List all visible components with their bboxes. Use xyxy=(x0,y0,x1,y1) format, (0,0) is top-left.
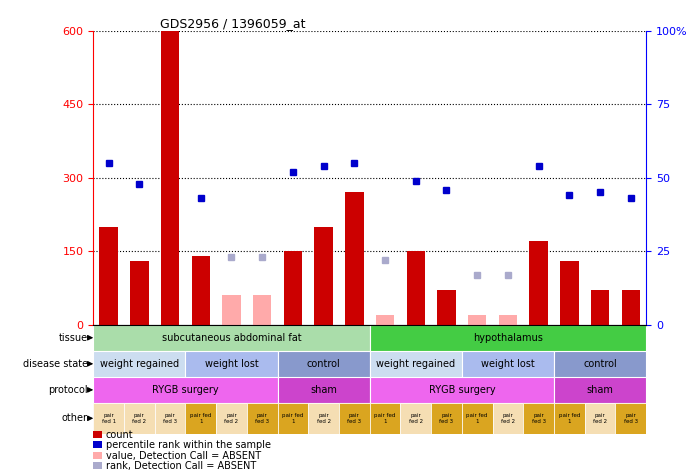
Bar xyxy=(370,403,400,434)
Text: pair
fed 1: pair fed 1 xyxy=(102,413,115,423)
Text: control: control xyxy=(307,359,341,369)
Text: RYGB surgery: RYGB surgery xyxy=(152,385,219,395)
Bar xyxy=(345,192,363,325)
Text: pair fed
1: pair fed 1 xyxy=(282,413,303,423)
Bar xyxy=(278,351,370,377)
Text: value, Detection Call = ABSENT: value, Detection Call = ABSENT xyxy=(106,450,261,461)
Bar xyxy=(591,291,609,325)
Bar xyxy=(554,377,646,403)
Bar xyxy=(462,351,554,377)
Bar xyxy=(376,315,395,325)
Text: subcutaneous abdominal fat: subcutaneous abdominal fat xyxy=(162,333,301,343)
Text: pair
fed 3: pair fed 3 xyxy=(624,413,638,423)
Text: pair fed
1: pair fed 1 xyxy=(558,413,580,423)
Text: protocol: protocol xyxy=(48,385,88,395)
Text: pair
fed 3: pair fed 3 xyxy=(531,413,546,423)
Bar xyxy=(523,403,554,434)
Bar xyxy=(278,403,308,434)
Text: percentile rank within the sample: percentile rank within the sample xyxy=(106,440,271,450)
Text: pair
fed 2: pair fed 2 xyxy=(408,413,423,423)
Bar xyxy=(499,315,517,325)
Text: RYGB surgery: RYGB surgery xyxy=(428,385,495,395)
Bar xyxy=(406,251,425,325)
Bar xyxy=(253,295,272,325)
Text: hypothalamus: hypothalamus xyxy=(473,333,543,343)
Text: pair
fed 2: pair fed 2 xyxy=(132,413,146,423)
Bar xyxy=(216,403,247,434)
Bar xyxy=(314,227,333,325)
Text: weight regained: weight regained xyxy=(100,359,179,369)
Bar xyxy=(161,31,179,325)
Text: pair
fed 3: pair fed 3 xyxy=(348,413,361,423)
Bar xyxy=(247,403,278,434)
Text: count: count xyxy=(106,429,133,440)
Bar xyxy=(370,325,646,351)
Text: pair fed
1: pair fed 1 xyxy=(466,413,488,423)
Text: pair
fed 2: pair fed 2 xyxy=(593,413,607,423)
Bar xyxy=(437,291,455,325)
Bar xyxy=(191,256,210,325)
Bar xyxy=(93,403,124,434)
Text: weight lost: weight lost xyxy=(481,359,535,369)
Bar xyxy=(100,227,118,325)
Text: tissue: tissue xyxy=(59,333,88,343)
Bar xyxy=(370,377,554,403)
Bar xyxy=(585,403,616,434)
Bar xyxy=(462,403,493,434)
Bar xyxy=(400,403,431,434)
Bar xyxy=(554,351,646,377)
Text: control: control xyxy=(583,359,617,369)
Bar xyxy=(278,377,370,403)
Text: weight lost: weight lost xyxy=(205,359,258,369)
Text: pair
fed 3: pair fed 3 xyxy=(255,413,269,423)
Text: sham: sham xyxy=(310,385,337,395)
Bar xyxy=(560,261,578,325)
Text: pair
fed 2: pair fed 2 xyxy=(316,413,331,423)
Bar xyxy=(529,241,548,325)
Text: pair fed
1: pair fed 1 xyxy=(190,413,211,423)
Bar xyxy=(284,251,302,325)
Text: disease state: disease state xyxy=(23,359,88,369)
Bar xyxy=(93,325,370,351)
Bar xyxy=(493,403,523,434)
Text: weight regained: weight regained xyxy=(376,359,455,369)
Bar xyxy=(468,315,486,325)
Bar xyxy=(130,261,149,325)
Bar xyxy=(185,351,278,377)
Text: pair
fed 3: pair fed 3 xyxy=(439,413,453,423)
Text: pair fed
1: pair fed 1 xyxy=(375,413,396,423)
Text: pair
fed 2: pair fed 2 xyxy=(501,413,515,423)
Bar xyxy=(93,377,278,403)
Bar xyxy=(223,295,240,325)
Bar xyxy=(621,291,640,325)
Bar xyxy=(554,403,585,434)
Text: pair
fed 2: pair fed 2 xyxy=(225,413,238,423)
Bar xyxy=(370,351,462,377)
Bar xyxy=(185,403,216,434)
Text: rank, Detection Call = ABSENT: rank, Detection Call = ABSENT xyxy=(106,461,256,471)
Text: other: other xyxy=(61,413,88,423)
Text: GDS2956 / 1396059_at: GDS2956 / 1396059_at xyxy=(160,17,305,30)
Bar xyxy=(431,403,462,434)
Bar xyxy=(155,403,185,434)
Text: sham: sham xyxy=(587,385,614,395)
Bar xyxy=(308,403,339,434)
Text: pair
fed 3: pair fed 3 xyxy=(163,413,177,423)
Bar xyxy=(93,351,185,377)
Bar xyxy=(616,403,646,434)
Bar xyxy=(124,403,155,434)
Bar xyxy=(339,403,370,434)
